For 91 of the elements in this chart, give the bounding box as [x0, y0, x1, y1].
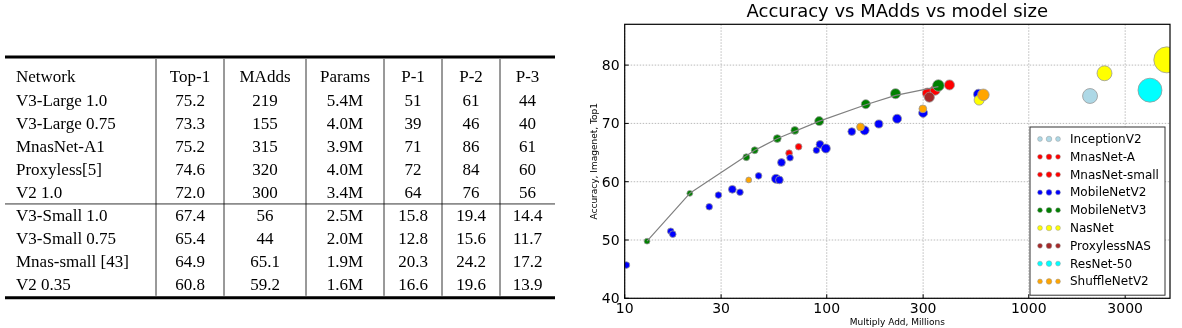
text: 4.0M — [326, 113, 364, 133]
category-label: P-2 — [459, 66, 483, 86]
y-tick-label: 70 — [601, 115, 620, 132]
text: 2.0M — [326, 229, 364, 249]
text: 60.8 — [175, 275, 205, 295]
category-label: Params — [319, 66, 371, 86]
category-label: Top-1 — [169, 66, 211, 86]
x-tick-label: 100 — [813, 300, 841, 317]
text: 72.0 — [175, 182, 205, 202]
text: 64 — [404, 182, 422, 202]
x-tick-label: 30 — [712, 300, 731, 317]
text: 14.4 — [512, 206, 543, 225]
category-label: P-1 — [401, 66, 425, 86]
text: 155 — [252, 113, 278, 133]
text: 71 — [404, 136, 422, 156]
text: 19.6 — [456, 275, 486, 295]
text: 300 — [252, 182, 278, 202]
text: 59.2 — [250, 275, 280, 295]
category-label: V3-Small 0.75 — [16, 229, 117, 249]
text: 219 — [252, 90, 278, 110]
x-axis-title: Multiply Add, Millions — [849, 317, 946, 327]
x-tick-label: 1000 — [1010, 300, 1047, 317]
legend-label: ResNet-50 — [1070, 256, 1133, 271]
text: 64.9 — [175, 252, 205, 272]
text: 17.2 — [512, 252, 543, 272]
text: 315 — [252, 136, 278, 156]
text: 51 — [404, 90, 422, 110]
category-label: MnasNet-A1 — [16, 136, 105, 156]
text: 40 — [519, 113, 536, 133]
category-label: Proxyless[5] — [16, 159, 102, 179]
text: 86 — [462, 136, 480, 156]
text: 20.3 — [398, 252, 428, 272]
text: 5.4M — [326, 90, 364, 110]
category-label: Network — [16, 66, 76, 86]
text: 75.2 — [175, 90, 205, 110]
text: 19.4 — [456, 206, 486, 225]
text: 1.6M — [326, 275, 364, 295]
legend-label: MobileNetV2 — [1070, 185, 1147, 200]
legend-label: NasNet — [1070, 221, 1114, 235]
category-label: MAdds — [239, 66, 291, 86]
legend-label: ProxylessNAS — [1070, 238, 1151, 253]
legend-label: ShuffleNetV2 — [1070, 274, 1149, 289]
text: 2.5M — [326, 206, 364, 225]
text: 44 — [519, 90, 536, 110]
category-label: V3-Small 1.0 — [16, 206, 108, 225]
category-label: V2 0.35 — [16, 275, 71, 295]
text: 76 — [462, 182, 480, 202]
text: 61 — [462, 90, 480, 110]
y-axis-title: Accuracy, Imagenet, Top1 — [589, 103, 599, 220]
text: 46 — [462, 113, 480, 133]
category-label: V2 1.0 — [16, 182, 63, 202]
text: 61 — [519, 136, 536, 156]
x-tick-label: 3000 — [1107, 300, 1143, 317]
text: 11.7 — [512, 229, 543, 249]
text: 4.0M — [326, 159, 364, 179]
text: 67.4 — [175, 206, 205, 225]
legend-label: MnasNet-A — [1070, 149, 1136, 164]
legend-label: MobileNetV3 — [1070, 203, 1147, 218]
text: 320 — [252, 159, 278, 179]
category-label: Mnas-small [43] — [16, 252, 129, 272]
category-label: P-3 — [515, 66, 540, 86]
legend-label: InceptionV2 — [1070, 132, 1142, 146]
text: 72 — [404, 159, 422, 179]
text: 65.4 — [175, 229, 205, 249]
text: 39 — [404, 113, 422, 133]
text: 12.8 — [398, 229, 428, 249]
text: 15.6 — [456, 229, 486, 249]
text: 3.9M — [326, 136, 364, 156]
text: 3.4M — [326, 182, 364, 202]
text: 75.2 — [175, 136, 205, 156]
text: 16.6 — [398, 275, 428, 295]
y-tick-label: 50 — [601, 232, 620, 248]
x-tick-label: 300 — [909, 300, 937, 317]
text: 56 — [256, 206, 274, 225]
category-label: V3-Large 0.75 — [16, 113, 116, 133]
text: 15.8 — [398, 206, 428, 225]
y-tick-label: 60 — [601, 173, 620, 190]
y-tick-label: 80 — [601, 57, 620, 74]
text: 65.1 — [250, 252, 280, 272]
text: 56 — [519, 182, 536, 202]
chart-title: Accuracy vs MAdds vs model size — [746, 0, 1049, 21]
legend-label: MnasNet-small — [1070, 167, 1159, 182]
text: 44 — [256, 229, 274, 249]
category-label: V3-Large 1.0 — [16, 90, 108, 110]
text: 13.9 — [512, 275, 543, 295]
text: 60 — [519, 159, 536, 179]
text: 74.6 — [175, 159, 205, 179]
text: 73.3 — [175, 113, 205, 133]
text: 1.9M — [326, 252, 364, 272]
text: 84 — [462, 159, 480, 179]
text: 24.2 — [456, 252, 486, 272]
